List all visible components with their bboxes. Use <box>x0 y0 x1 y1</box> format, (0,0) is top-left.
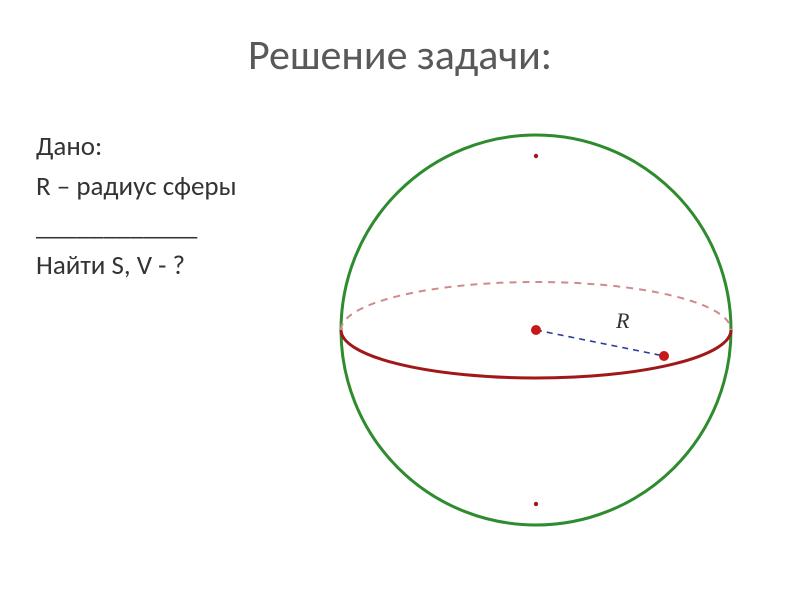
given-line-radius: R – радиус сферы <box>36 170 296 204</box>
given-divider: ____________ <box>36 210 296 244</box>
equator-back <box>341 282 731 330</box>
given-block: Дано: R – радиус сферы ____________ Найт… <box>36 130 296 289</box>
radius-line <box>536 330 664 356</box>
sphere-diagram: R <box>326 120 766 540</box>
radius-label: R <box>615 308 630 333</box>
rim-dot <box>659 351 669 361</box>
pole-bottom-dot <box>534 502 538 506</box>
center-dot <box>531 325 541 335</box>
slide: Решение задачи: Дано: R – радиус сферы _… <box>0 0 800 600</box>
find-line: Найти S, V - ? <box>36 249 296 283</box>
pole-top-dot <box>534 154 538 158</box>
given-label: Дано: <box>36 130 296 164</box>
page-title: Решение задачи: <box>0 0 800 91</box>
content-area: Дано: R – радиус сферы ____________ Найт… <box>36 130 756 560</box>
equator-front <box>341 330 731 378</box>
